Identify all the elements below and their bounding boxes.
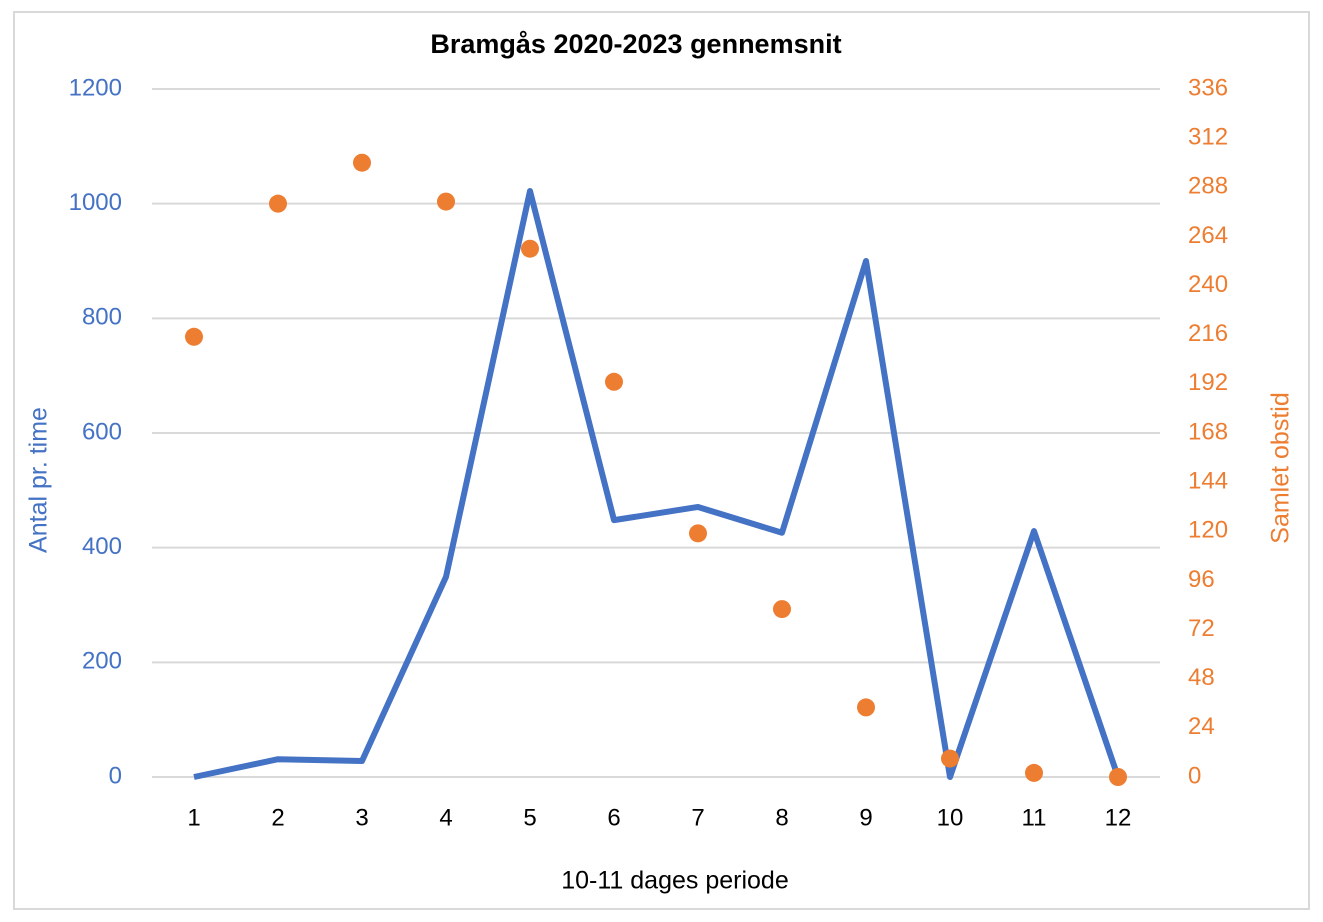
scatter-point bbox=[269, 194, 287, 213]
x-tick-label: 9 bbox=[859, 804, 872, 831]
y2-tick-label: 72 bbox=[1188, 615, 1215, 642]
x-tick-label: 1 bbox=[187, 804, 200, 831]
y-tick-label: 1000 bbox=[69, 189, 122, 216]
y2-tick-label: 144 bbox=[1188, 467, 1228, 494]
x-tick-label: 5 bbox=[523, 804, 536, 831]
y2-tick-label: 96 bbox=[1188, 566, 1215, 593]
y2-tick-label: 192 bbox=[1188, 369, 1228, 396]
scatter-point bbox=[605, 372, 623, 391]
x-tick-label: 12 bbox=[1105, 804, 1132, 831]
scatter-point bbox=[1025, 763, 1043, 782]
chart-border bbox=[13, 11, 1310, 910]
scatter-point bbox=[857, 698, 875, 717]
y2-axis-label: Samlet obstid bbox=[1267, 392, 1295, 543]
scatter-point bbox=[185, 327, 203, 346]
x-tick-label: 7 bbox=[691, 804, 704, 831]
x-tick-label: 4 bbox=[439, 804, 452, 831]
y-tick-label: 800 bbox=[82, 304, 122, 331]
y-axis-label: Antal pr. time bbox=[25, 407, 53, 553]
x-tick-label: 2 bbox=[271, 804, 284, 831]
y2-tick-label: 216 bbox=[1188, 320, 1228, 347]
y2-tick-label: 240 bbox=[1188, 271, 1228, 298]
scatter-point bbox=[773, 600, 791, 619]
y2-tick-label: 312 bbox=[1188, 123, 1228, 150]
y2-tick-label: 24 bbox=[1188, 713, 1215, 740]
scatter-point bbox=[941, 749, 959, 768]
x-tick-label: 8 bbox=[775, 804, 788, 831]
data-line bbox=[193, 188, 1121, 780]
y2-tick-label: 120 bbox=[1188, 517, 1228, 544]
x-tick-label: 6 bbox=[607, 804, 620, 831]
y2-tick-label: 336 bbox=[1188, 74, 1228, 101]
x-tick-label: 11 bbox=[1022, 804, 1047, 831]
y2-tick-label: 168 bbox=[1188, 418, 1228, 445]
x-tick-label: 3 bbox=[355, 804, 368, 831]
y-tick-label: 0 bbox=[109, 762, 122, 789]
y-tick-label: 600 bbox=[82, 418, 122, 445]
y-tick-label: 400 bbox=[82, 533, 122, 560]
y2-tick-label: 264 bbox=[1188, 222, 1228, 249]
x-tick-label: 10 bbox=[937, 804, 964, 831]
scatter-point bbox=[437, 192, 455, 211]
scatter-point bbox=[353, 153, 371, 172]
scatter-point bbox=[521, 239, 539, 258]
y2-tick-label: 288 bbox=[1188, 173, 1228, 200]
chart-title: Bramgås 2020-2023 gennemsnit bbox=[430, 29, 841, 59]
y-tick-label: 200 bbox=[82, 648, 122, 675]
y-tick-label: 1200 bbox=[69, 74, 122, 101]
x-axis-label: 10-11 dages periode bbox=[561, 867, 789, 895]
y2-tick-label: 0 bbox=[1188, 762, 1201, 789]
scatter-point bbox=[1109, 768, 1127, 786]
scatter-point bbox=[689, 524, 707, 543]
y2-tick-label: 48 bbox=[1188, 664, 1215, 691]
